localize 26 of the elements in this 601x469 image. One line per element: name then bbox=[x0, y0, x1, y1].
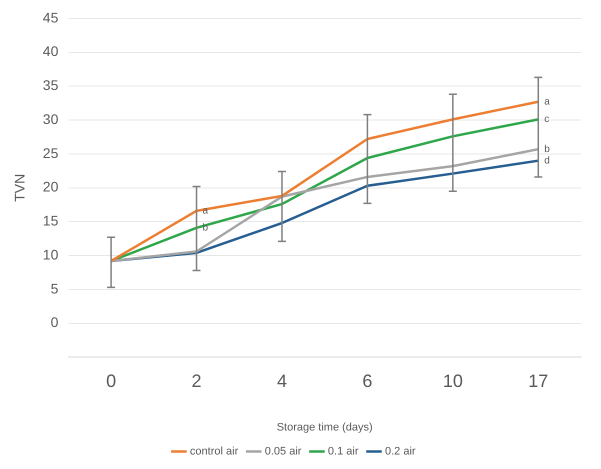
y-axis-title: TVN bbox=[11, 174, 28, 202]
y-tick-label: 35 bbox=[42, 77, 59, 94]
x-tick-label: 17 bbox=[528, 370, 548, 391]
x-axis-title: Storage time (days) bbox=[276, 421, 373, 434]
y-tick-label: 20 bbox=[42, 178, 59, 195]
y-tick-label: 30 bbox=[42, 110, 59, 127]
annotation: c bbox=[544, 114, 550, 126]
y-tick-label: 40 bbox=[42, 43, 59, 60]
y-tick-label: 0 bbox=[50, 314, 59, 330]
annotation: a bbox=[544, 96, 550, 108]
y-tick-label: 15 bbox=[42, 212, 59, 229]
legend-label: control air bbox=[190, 446, 239, 458]
annotation: b bbox=[544, 144, 550, 155]
x-tick-label: 0 bbox=[106, 370, 116, 391]
y-tick-label: 45 bbox=[42, 9, 59, 26]
x-tick-label: 2 bbox=[192, 370, 202, 391]
legend-label: 0.1 air bbox=[328, 446, 359, 458]
annotation: d bbox=[544, 155, 550, 166]
y-tick-label: 5 bbox=[50, 280, 59, 296]
x-tick-label: 4 bbox=[276, 370, 287, 391]
x-tick-label: 10 bbox=[442, 370, 463, 391]
legend-label: 0.05 air bbox=[264, 446, 302, 458]
y-tick-label: 25 bbox=[42, 144, 59, 161]
legend-label: 0.2 air bbox=[384, 446, 416, 458]
x-tick-label: 6 bbox=[362, 370, 372, 391]
y-tick-label: 10 bbox=[42, 246, 59, 262]
